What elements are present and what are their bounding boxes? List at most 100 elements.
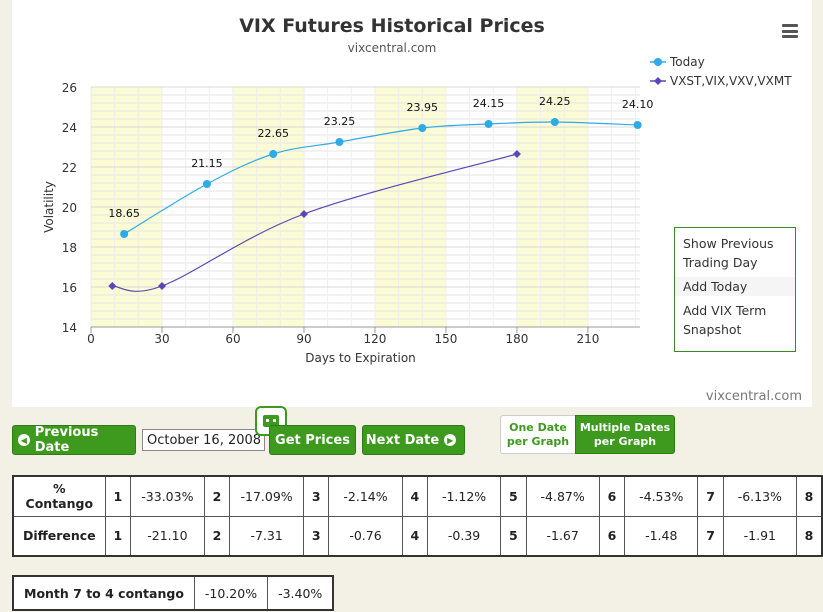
month-number: 4 bbox=[401, 515, 428, 557]
x-tick-label: 30 bbox=[154, 332, 169, 346]
legend-label: VXST,VIX,VXV,VXMT bbox=[670, 74, 792, 88]
y-tick-label: 24 bbox=[62, 121, 77, 135]
y-tick-label: 20 bbox=[62, 201, 77, 215]
menu-item-show-previous[interactable]: Show Previous Trading Day bbox=[683, 236, 774, 270]
data-label: 24.10 bbox=[622, 98, 654, 111]
data-label: 24.15 bbox=[473, 97, 505, 110]
data-label: 18.65 bbox=[108, 207, 140, 220]
x-tick-label: 90 bbox=[296, 332, 311, 346]
menu-item-add-today[interactable]: Add Today bbox=[675, 277, 795, 296]
difference-value: -1.91 bbox=[722, 515, 797, 557]
month-number: 4 bbox=[401, 475, 428, 517]
get-prices-button[interactable]: Get Prices bbox=[269, 425, 356, 455]
menu-icon[interactable] bbox=[782, 24, 798, 38]
month-number: 2 bbox=[203, 515, 231, 557]
month-7-to-4-label: Month 7 to 4 contango bbox=[12, 575, 195, 611]
y-axis-label: Volatility bbox=[42, 181, 56, 233]
x-tick-label: 180 bbox=[505, 332, 528, 346]
data-point bbox=[418, 124, 427, 132]
contango-value: -4.53% bbox=[624, 475, 699, 517]
contango-table: % Contango 1 -33.03% 2 -17.09% 3 -2.14% … bbox=[12, 475, 823, 557]
next-date-label: Next Date bbox=[365, 432, 440, 448]
x-tick-label: 60 bbox=[225, 332, 240, 346]
difference-value: -7.31 bbox=[229, 515, 305, 557]
legend-marker bbox=[654, 77, 662, 85]
y-tick-label: 22 bbox=[62, 161, 77, 175]
data-point bbox=[157, 282, 166, 290]
data-label: 22.65 bbox=[257, 127, 289, 140]
y-tick-label: 14 bbox=[62, 321, 77, 335]
data-point bbox=[550, 118, 559, 126]
data-point bbox=[335, 138, 344, 146]
chevron-right-icon: ▶ bbox=[444, 434, 457, 446]
month-number: 7 bbox=[697, 515, 724, 557]
data-point bbox=[269, 150, 278, 158]
difference-value: -0.76 bbox=[328, 515, 403, 557]
x-tick-label: 150 bbox=[435, 332, 458, 346]
contango-value: -6.13% bbox=[722, 475, 797, 517]
difference-value: -21.10 bbox=[129, 515, 205, 557]
chevron-left-icon: ◀ bbox=[18, 434, 30, 446]
chart-subtitle: vixcentral.com bbox=[348, 41, 437, 55]
contango-row-label: % Contango bbox=[12, 475, 106, 517]
contango-value: -17.09% bbox=[229, 475, 305, 517]
get-prices-label: Get Prices bbox=[275, 432, 350, 448]
month-number: 3 bbox=[303, 515, 330, 557]
month-number: 5 bbox=[500, 475, 527, 517]
series-line bbox=[112, 153, 518, 292]
menu-item-add-snapshot[interactable]: Add VIX Term Snapshot bbox=[683, 303, 767, 337]
month-7-to-4-row: Month 7 to 4 contango -10.20% -3.40% bbox=[12, 575, 334, 611]
month-number: 6 bbox=[598, 475, 626, 517]
contango-value: -4.87% bbox=[525, 475, 600, 517]
x-tick-label: 210 bbox=[576, 332, 599, 346]
month-number: 6 bbox=[598, 515, 626, 557]
difference-value: -1.48 bbox=[624, 515, 699, 557]
month-number: 2 bbox=[203, 475, 231, 517]
contango-value: -2.14% bbox=[328, 475, 403, 517]
x-tick-label: 120 bbox=[364, 332, 387, 346]
chart-panel: 14 16 18 20 22 24 26 0 30 60 90 120 150 180 210 VIX Fut… bbox=[12, 0, 812, 407]
difference-value: -0.39 bbox=[426, 515, 502, 557]
data-point bbox=[633, 121, 642, 129]
previous-date-button[interactable]: ◀ Previous Date bbox=[12, 425, 136, 455]
data-label: 21.15 bbox=[191, 157, 223, 170]
legend-marker bbox=[654, 58, 662, 66]
month-number: 8 bbox=[795, 515, 823, 557]
y-tick-label: 16 bbox=[62, 281, 77, 295]
previous-date-label: Previous Date bbox=[34, 425, 99, 455]
month-number: 1 bbox=[104, 475, 131, 517]
difference-row: Difference 1 -21.10 2 -7.31 3 -0.76 4 -0… bbox=[12, 515, 823, 557]
multiple-dates-toggle[interactable]: Multiple Dates per Graph bbox=[575, 415, 675, 454]
month-7-to-4-table: Month 7 to 4 contango -10.20% -3.40% bbox=[12, 575, 335, 611]
chart-credit[interactable]: vixcentral.com bbox=[705, 389, 802, 404]
month-number: 8 bbox=[795, 475, 823, 517]
one-date-toggle[interactable]: One Date per Graph bbox=[500, 415, 575, 454]
legend-label: Today bbox=[669, 55, 705, 69]
data-point bbox=[108, 282, 117, 290]
data-point bbox=[484, 120, 493, 128]
data-label: 23.25 bbox=[324, 115, 356, 128]
data-point bbox=[299, 210, 308, 218]
chart-svg: 14 16 18 20 22 24 26 0 30 60 90 120 150 180 210 VIX Fut… bbox=[42, 15, 792, 365]
chart-title: VIX Futures Historical Prices bbox=[239, 15, 545, 37]
data-label: 24.25 bbox=[539, 95, 571, 108]
data-label: 23.95 bbox=[407, 101, 439, 114]
month-number: 5 bbox=[500, 515, 527, 557]
month-number: 3 bbox=[303, 475, 330, 517]
month-number: 1 bbox=[104, 515, 131, 557]
month-7-to-4-value: -10.20% bbox=[193, 575, 269, 611]
contango-row: % Contango 1 -33.03% 2 -17.09% 3 -2.14% … bbox=[12, 475, 823, 517]
contango-value: -33.03% bbox=[129, 475, 205, 517]
date-input[interactable] bbox=[142, 429, 265, 451]
y-tick-label: 18 bbox=[62, 241, 77, 255]
month-7-to-4-value: -3.40% bbox=[267, 575, 334, 611]
graph-mode-toggle: One Date per Graph Multiple Dates per Gr… bbox=[500, 415, 675, 454]
difference-value: -1.67 bbox=[525, 515, 600, 557]
difference-row-label: Difference bbox=[12, 515, 106, 557]
data-point bbox=[120, 230, 129, 238]
next-date-button[interactable]: Next Date ▶ bbox=[362, 425, 465, 455]
month-number: 7 bbox=[697, 475, 724, 517]
contango-value: -1.12% bbox=[426, 475, 502, 517]
x-axis-label: Days to Expiration bbox=[305, 351, 416, 365]
x-tick-label: 0 bbox=[87, 332, 95, 346]
